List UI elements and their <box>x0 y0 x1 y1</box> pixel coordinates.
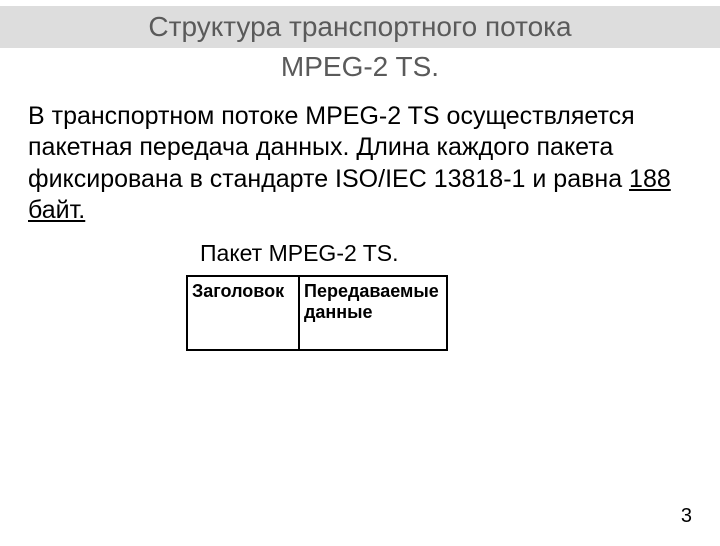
packet-structure-table: Заголовок Передаваемые данные <box>186 275 448 351</box>
slide-title-line1: Структура транспортного потока <box>0 10 720 44</box>
body-text-main: В транспортном потоке MPEG-2 TS осуществ… <box>28 102 635 193</box>
table-row: Заголовок Передаваемые данные <box>187 276 447 350</box>
packet-diagram-label: Пакет MPEG-2 TS. <box>200 240 720 267</box>
page-number: 3 <box>681 505 692 528</box>
slide-title-bar: Структура транспортного потока <box>0 6 720 48</box>
packet-payload-cell: Передаваемые данные <box>299 276 447 350</box>
slide-title-line2: MPEG-2 TS. <box>0 50 720 84</box>
packet-header-cell: Заголовок <box>187 276 299 350</box>
body-paragraph: В транспортном потоке MPEG-2 TS осуществ… <box>0 83 720 226</box>
